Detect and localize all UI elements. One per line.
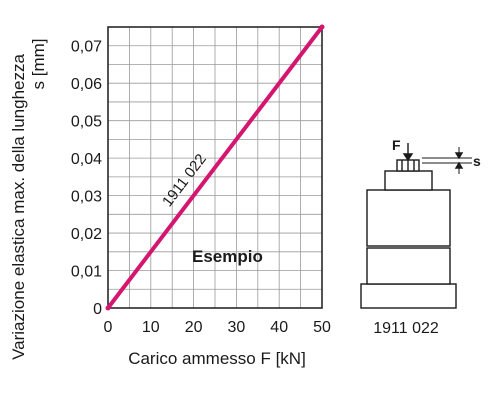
part-diagram: F s 1911 022 (360, 137, 481, 337)
displacement-label: s (473, 153, 481, 169)
part-middle-body (366, 247, 451, 285)
x-tick-label: 30 (228, 319, 246, 336)
y-tick-label: 0,05 (71, 114, 102, 131)
y-tick-label: 0,04 (71, 151, 102, 168)
s-arrow-bottom-head (454, 161, 464, 169)
y-axis-title-line1: Variazione elastica max. della lunghezza (9, 54, 28, 360)
part-number: 1911 022 (373, 320, 439, 337)
y-tick-label: 0,03 (71, 189, 102, 206)
force-label: F (392, 137, 401, 153)
part-base (360, 283, 457, 309)
chart: 0 0,01 0,02 0,03 0,04 0,05 0,06 0,07 0 10 20 30 40 5… (9, 24, 331, 368)
y-tick-label: 0,02 (71, 226, 102, 243)
s-arrow-top-head (454, 152, 464, 160)
y-tick-labels: 0 0,01 0,02 0,03 0,04 0,05 0,06 0,07 (71, 39, 102, 318)
plot-frame (107, 26, 323, 309)
x-tick-label: 40 (270, 319, 288, 336)
series-line (106, 25, 324, 310)
x-axis-title: Carico ammesso F [kN] (128, 349, 306, 368)
series-label: 1911 022 (159, 151, 210, 210)
y-tick-label: 0,06 (71, 76, 102, 93)
x-tick-label: 10 (142, 319, 160, 336)
example-annotation: Esempio (192, 247, 263, 266)
series-point (319, 24, 325, 30)
y-axis-title-line2: s [mm] (29, 39, 48, 90)
y-tick-label: 0 (93, 301, 102, 318)
force-arrow-head (402, 153, 414, 162)
x-tick-label: 0 (104, 319, 113, 336)
series-point (105, 305, 111, 311)
part-upper-body (366, 189, 451, 247)
grid (108, 27, 322, 308)
x-tick-label: 20 (185, 319, 203, 336)
y-tick-label: 0,01 (71, 264, 102, 281)
x-tick-label: 50 (313, 319, 331, 336)
x-tick-labels: 0 10 20 30 40 50 (104, 319, 331, 336)
part-collar (384, 170, 433, 191)
y-tick-label: 0,07 (71, 39, 102, 56)
